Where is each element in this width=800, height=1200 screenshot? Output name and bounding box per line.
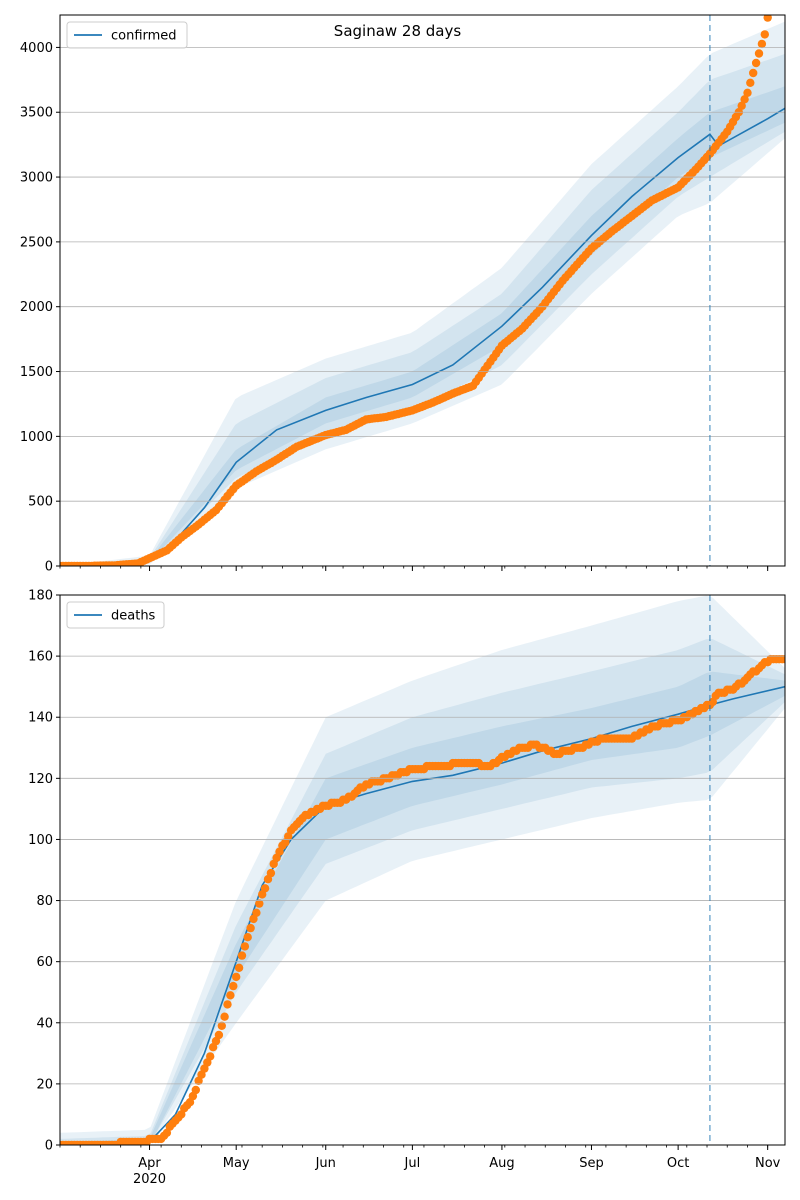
data-point-observed <box>226 991 235 1000</box>
data-point-observed <box>240 942 250 951</box>
data-point-observed <box>749 68 758 78</box>
y-tick-label: 2000 <box>20 300 53 315</box>
legend: deaths <box>66 601 165 629</box>
x-tick-label: Jun <box>315 1156 336 1171</box>
data-point-observed <box>743 88 752 98</box>
y-tick-label: 1500 <box>20 365 53 380</box>
data-point-observed <box>217 1021 226 1030</box>
data-point-observed <box>214 1030 224 1040</box>
legend-box <box>66 601 165 629</box>
legend-box <box>66 21 188 49</box>
data-point-observed <box>223 1000 232 1009</box>
data-point-observed <box>760 30 769 39</box>
x-tick-label: Apr <box>138 1156 161 1171</box>
data-point-observed <box>246 923 255 933</box>
uncertainty-band-middle <box>60 639 785 1145</box>
y-tick-label: 60 <box>36 955 53 970</box>
data-point-observed <box>243 933 252 942</box>
data-point-observed <box>746 78 755 88</box>
x-tick-label: May <box>223 1156 250 1171</box>
y-tick-label: 500 <box>28 495 53 510</box>
axes-frame <box>59 14 786 567</box>
x-tick-label: Jul <box>404 1156 421 1171</box>
x-tick-label: Sep <box>579 1156 604 1171</box>
data-point-observed <box>220 1012 229 1021</box>
uncertainty-band-outer <box>60 595 785 1145</box>
data-point-observed <box>780 655 785 664</box>
plot-area <box>60 15 785 566</box>
y-tick-label: 120 <box>28 772 53 787</box>
y-tick-label: 1000 <box>20 430 53 445</box>
plot-area <box>60 595 785 1145</box>
uncertainty-band-outer <box>60 21 785 566</box>
data-point-observed <box>266 868 276 878</box>
legend-label: deaths <box>111 609 156 624</box>
data-point-observed <box>191 1085 200 1095</box>
uncertainty-band-middle <box>60 53 785 566</box>
legend-label: confirmed <box>111 29 177 44</box>
x-tick-label: 2020 <box>133 1172 166 1187</box>
data-point-observed <box>234 963 244 972</box>
chart-title: Saginaw 28 days <box>334 22 462 40</box>
data-point-observed <box>740 95 749 104</box>
y-tick-label: 40 <box>36 1016 53 1031</box>
y-tick-label: 4000 <box>20 41 53 56</box>
data-point-observed <box>751 58 761 68</box>
y-tick-label: 20 <box>36 1077 53 1092</box>
y-tick-label: 80 <box>36 894 53 909</box>
y-tick-label: 0 <box>45 1139 53 1154</box>
x-tick-label: Oct <box>667 1156 689 1171</box>
x-tick-label: Nov <box>755 1156 781 1171</box>
y-tick-label: 180 <box>28 589 53 604</box>
y-tick-label: 100 <box>28 833 53 848</box>
data-point-observed <box>206 1052 215 1061</box>
data-point-observed <box>229 981 238 991</box>
data-point-observed <box>763 15 772 22</box>
data-point-observed <box>232 972 241 982</box>
series-line-deaths <box>60 685 785 1145</box>
data-point-observed <box>237 951 247 960</box>
axes-frame <box>59 594 786 1146</box>
data-point-observed <box>737 101 746 111</box>
data-point-observed <box>255 899 264 908</box>
y-tick-label: 2500 <box>20 235 53 250</box>
chart-panel-1: 0 500 1000 1500 2000 2500 3000 3500 4000 Saginaw … <box>20 14 786 575</box>
data-point-observed <box>754 49 764 58</box>
data-point-observed <box>260 884 270 893</box>
y-tick-label: 3000 <box>20 171 53 186</box>
y-tick-label: 3500 <box>20 106 53 121</box>
y-tick-label: 140 <box>28 711 53 726</box>
y-tick-label: 160 <box>28 650 53 665</box>
y-tick-label: 0 <box>45 560 53 575</box>
uncertainty-band-inner <box>60 86 785 566</box>
data-point-observed <box>252 908 261 917</box>
x-tick-label: Aug <box>489 1156 514 1171</box>
legend: confirmed <box>66 21 188 49</box>
data-point-observed <box>757 39 767 49</box>
